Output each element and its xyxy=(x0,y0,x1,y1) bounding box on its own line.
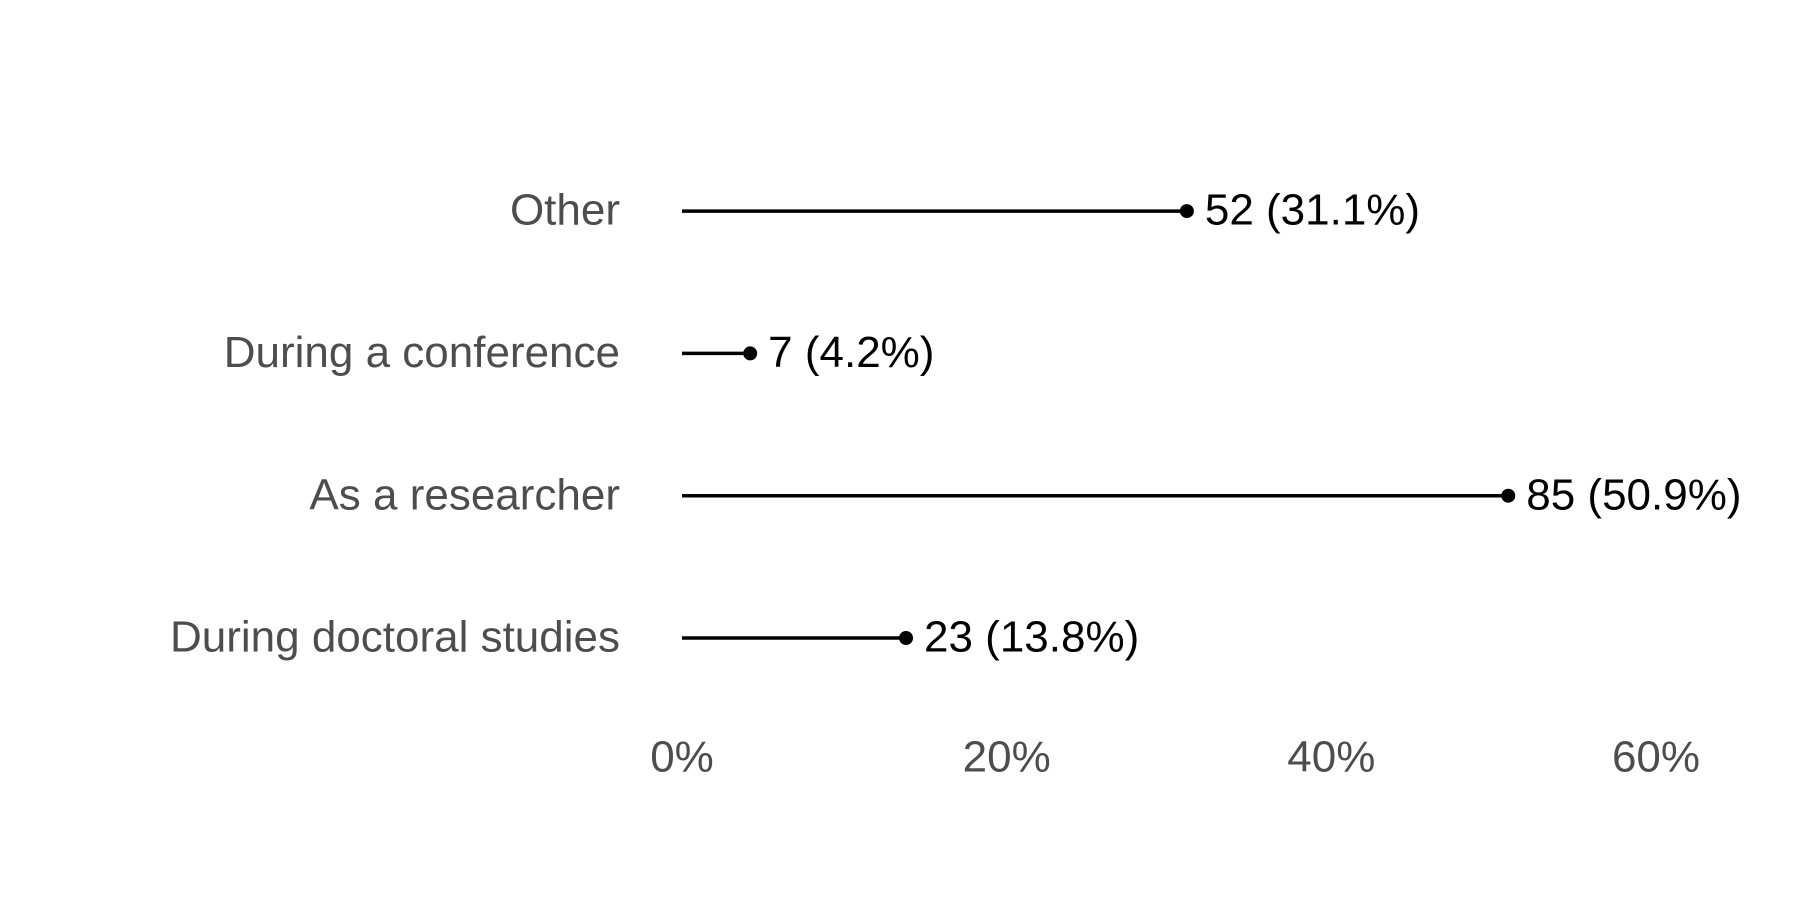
dot xyxy=(899,631,914,645)
dot xyxy=(1501,488,1516,503)
y-tick-label: Other xyxy=(510,186,620,235)
x-tick-label: 0% xyxy=(650,733,714,782)
y-tick-label: During a conference xyxy=(224,328,620,377)
value-label: 52 (31.1%) xyxy=(1205,186,1420,235)
value-label: 85 (50.9%) xyxy=(1526,470,1741,519)
x-tick-label: 40% xyxy=(1287,733,1375,782)
x-tick-label: 60% xyxy=(1612,733,1700,782)
x-tick-label: 20% xyxy=(963,733,1051,782)
dot xyxy=(743,346,758,361)
value-label: 23 (13.8%) xyxy=(924,613,1139,662)
dot xyxy=(1179,204,1194,219)
y-tick-label: As a researcher xyxy=(309,470,620,519)
value-label: 7 (4.2%) xyxy=(768,328,934,377)
y-tick-label: During doctoral studies xyxy=(170,613,620,662)
